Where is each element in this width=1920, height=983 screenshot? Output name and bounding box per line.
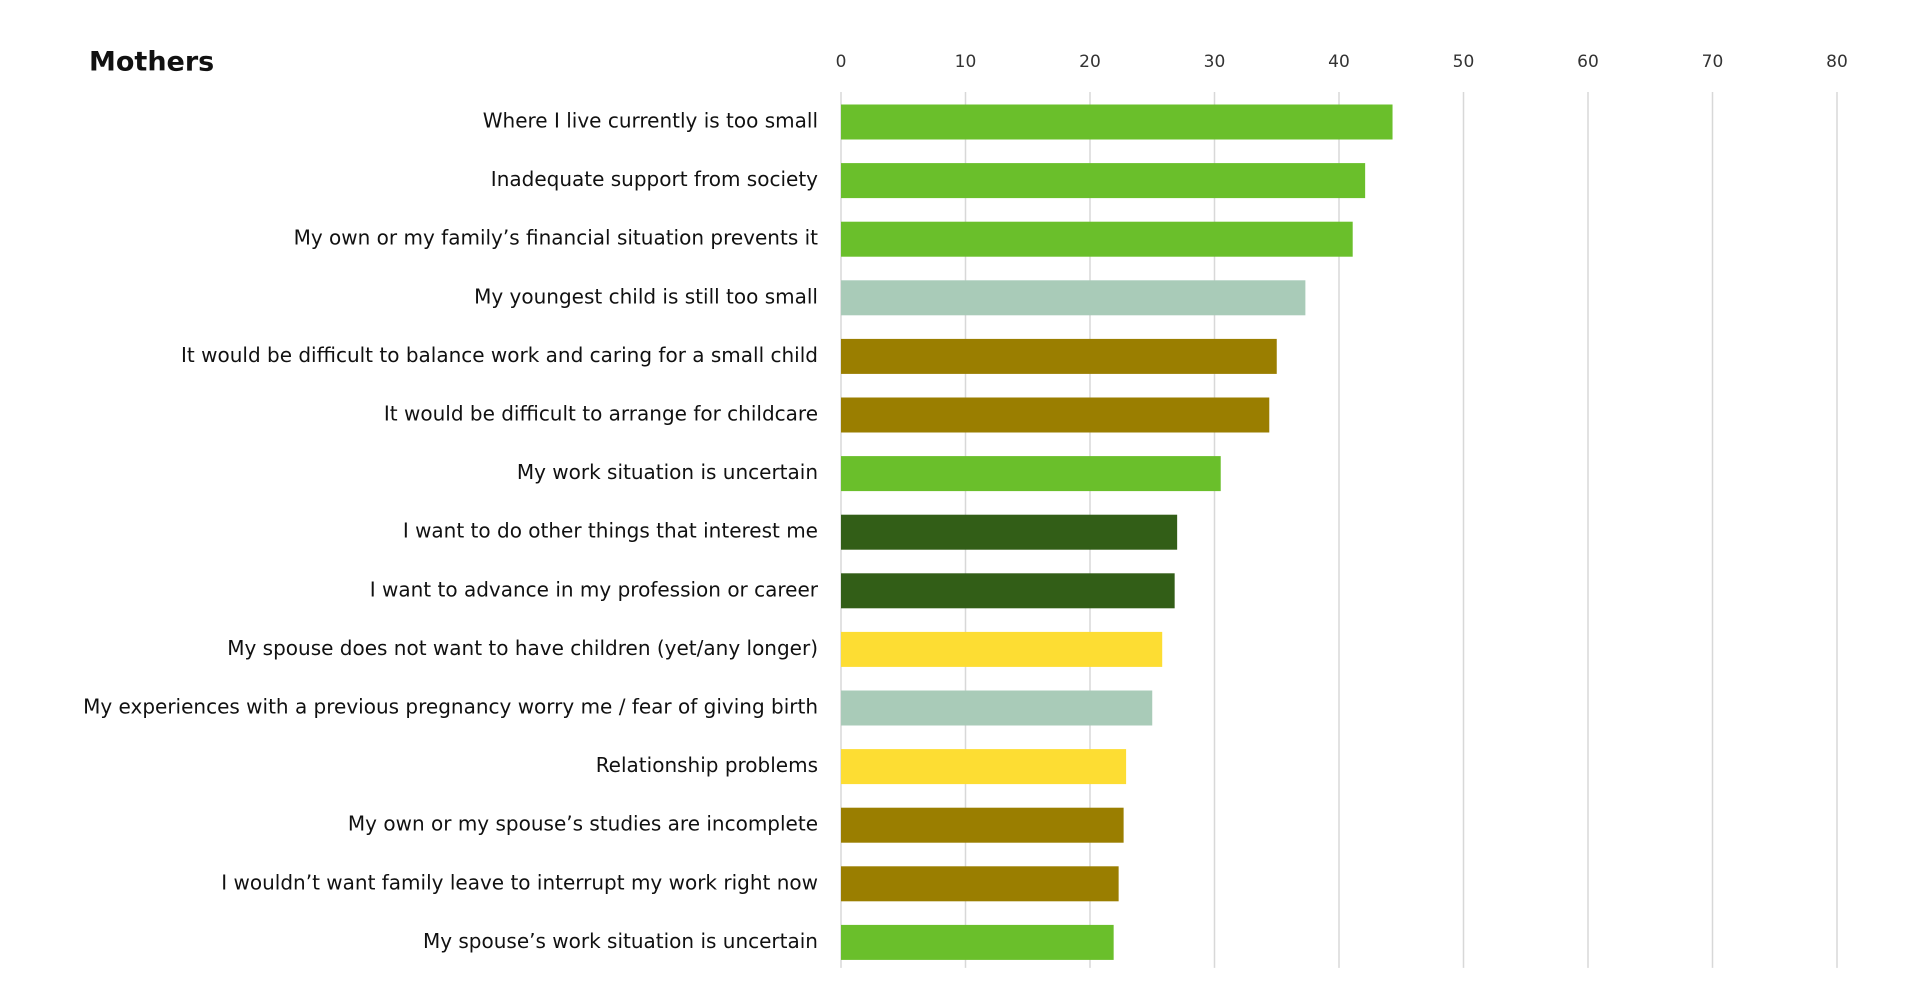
category-label: Inadequate support from society [491, 167, 818, 191]
x-tick-label: 50 [1453, 52, 1475, 72]
category-label: I want to advance in my profession or ca… [370, 577, 819, 601]
x-tick-label: 10 [955, 52, 977, 72]
category-label: I want to do other things that interest … [403, 519, 818, 543]
bar [841, 221, 1353, 257]
category-label: My youngest child is still too small [474, 284, 818, 308]
chart-title: Mothers [89, 47, 214, 78]
x-tick-label: 20 [1079, 52, 1101, 72]
bar [841, 749, 1127, 785]
category-label: It would be difficult to arrange for chi… [384, 402, 818, 426]
bar [841, 631, 1163, 667]
bar [841, 338, 1277, 374]
category-label: It would be difficult to balance work an… [181, 343, 818, 367]
category-label: My work situation is uncertain [517, 460, 818, 484]
bar [841, 163, 1366, 199]
x-tick-label: 80 [1826, 52, 1848, 72]
category-label: My own or my family’s financial situatio… [294, 226, 819, 250]
category-label: My own or my spouse’s studies are incomp… [348, 812, 818, 836]
bar [841, 280, 1306, 316]
category-label: My spouse’s work situation is uncertain [423, 929, 818, 953]
bar [841, 690, 1153, 726]
x-tick-label: 0 [836, 52, 847, 72]
category-label: I wouldn’t want family leave to interrup… [221, 870, 818, 894]
x-tick-label: 70 [1702, 52, 1724, 72]
bar [841, 866, 1119, 902]
bar [841, 397, 1270, 433]
category-label: My experiences with a previous pregnancy… [83, 695, 818, 719]
bar [841, 514, 1178, 550]
bar [841, 104, 1393, 140]
category-label: My spouse does not want to have children… [227, 636, 818, 660]
bar [841, 573, 1175, 609]
bar [841, 456, 1221, 492]
x-tick-label: 40 [1328, 52, 1350, 72]
category-label: Where I live currently is too small [483, 109, 818, 133]
bar [841, 924, 1114, 960]
x-tick-label: 60 [1577, 52, 1599, 72]
x-tick-label: 30 [1204, 52, 1226, 72]
bar [841, 807, 1124, 843]
category-label: Relationship problems [596, 753, 818, 777]
